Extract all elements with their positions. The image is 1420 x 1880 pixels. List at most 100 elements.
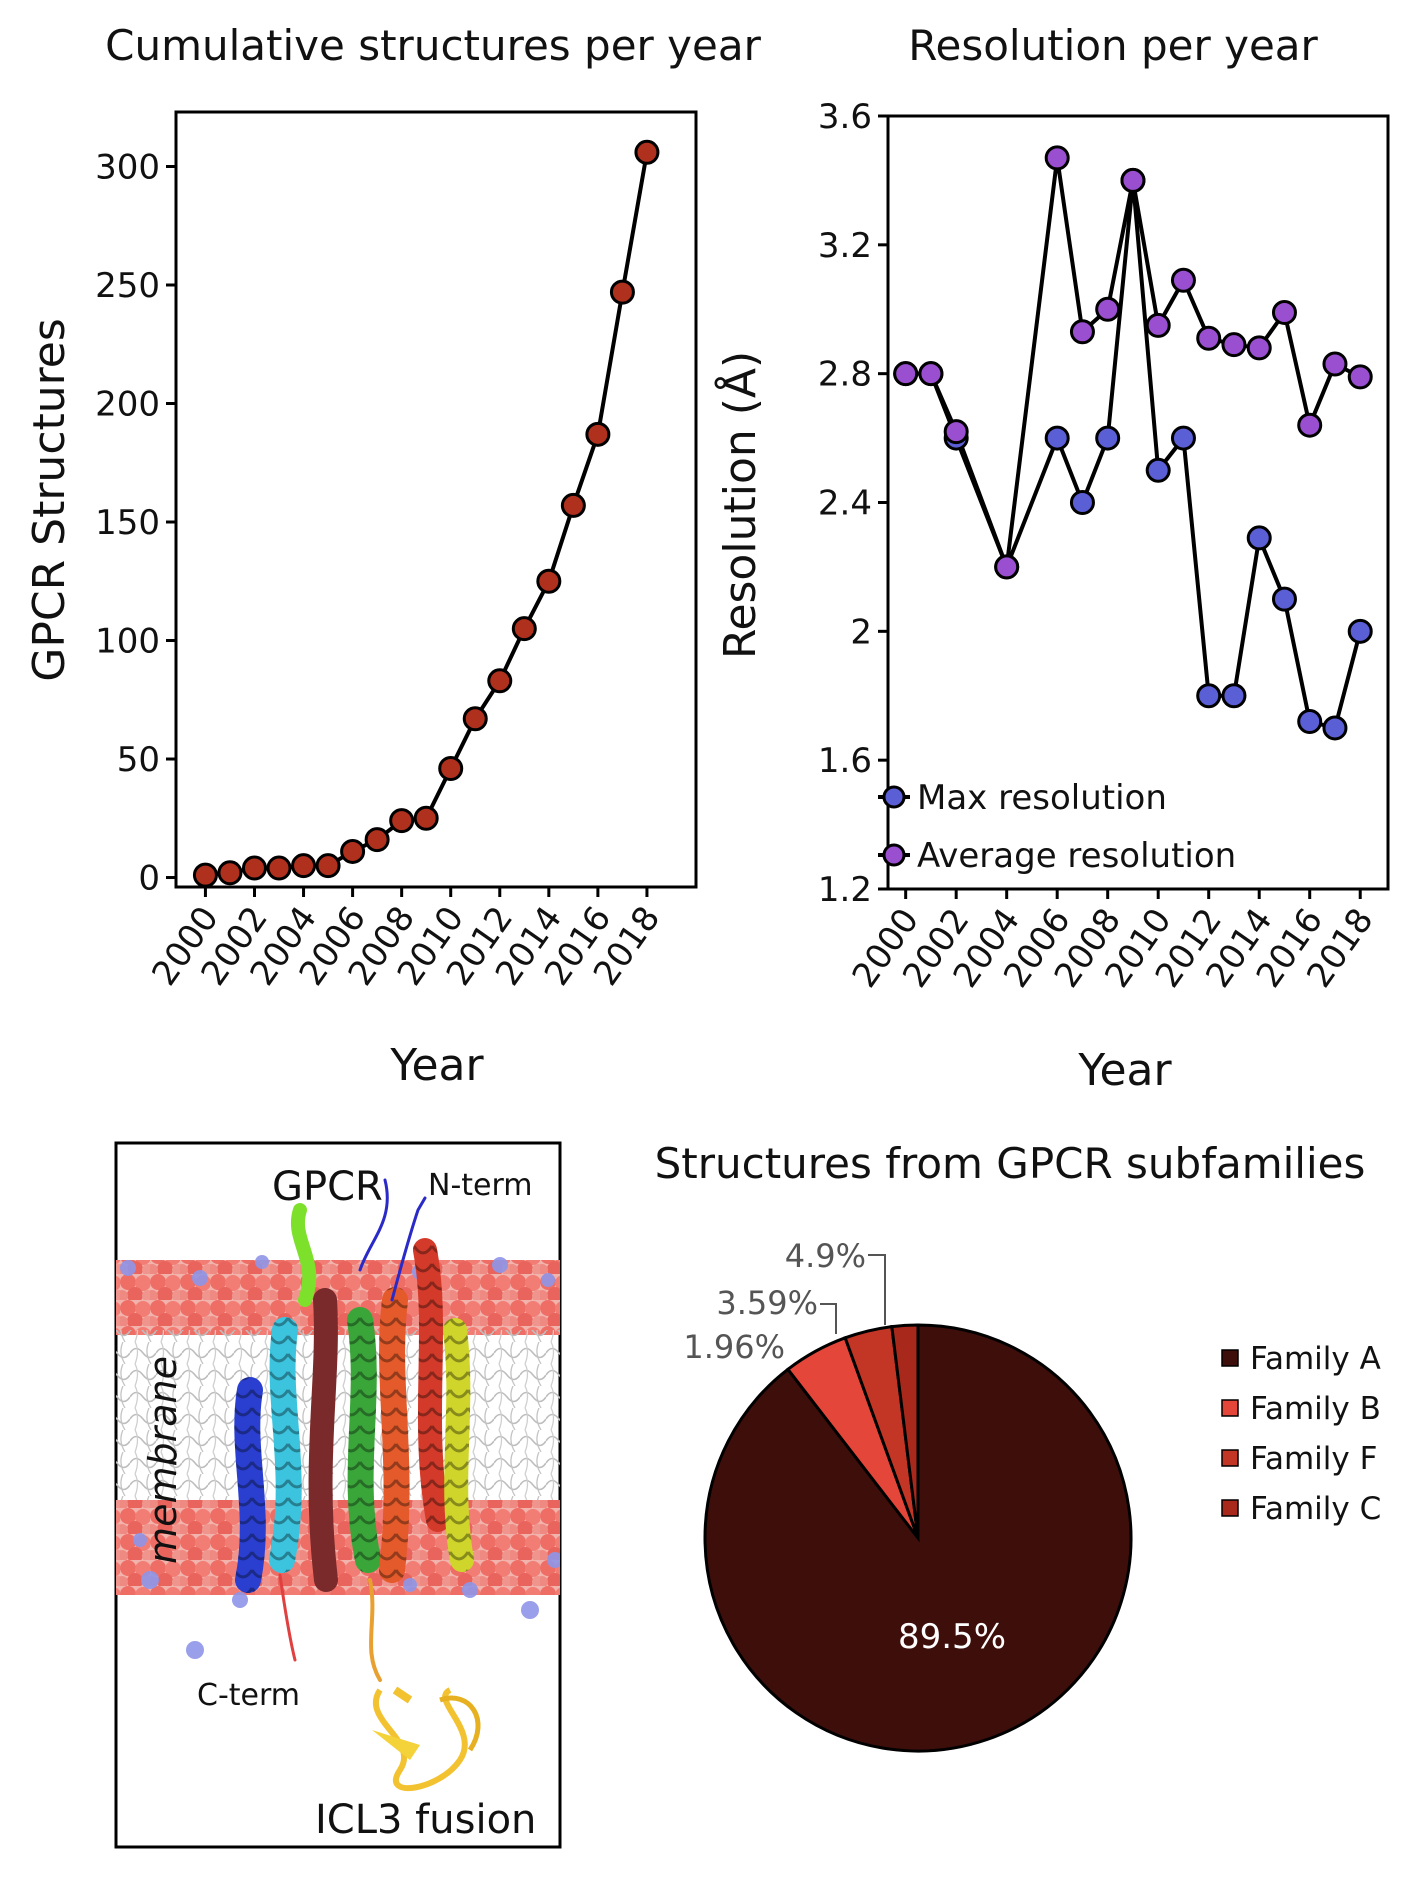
- chart2-point-max-2017: [1322, 715, 1348, 741]
- chart1-ylabel: GPCR Structures: [24, 318, 75, 682]
- chart2-point-max-2018: [1347, 618, 1373, 644]
- chart1-point-series-2013: [511, 616, 537, 642]
- chart2-point-average-2018: [1347, 364, 1373, 390]
- chart1-xlabel: Year: [389, 1040, 484, 1091]
- membrane-label: membrane: [141, 1356, 185, 1564]
- gpcr-label: GPCR: [272, 1164, 383, 1210]
- subfamily-pie-chart: Structures from GPCR subfamilies 89.5% 4…: [655, 1139, 1381, 1753]
- chart1-point-series-2001: [217, 860, 243, 886]
- pie-legend: Family A Family B Family F Family C: [1221, 1341, 1381, 1527]
- chart1-point-series-2004: [291, 853, 317, 879]
- chart2-point-max-2015: [1271, 586, 1297, 612]
- pie-callouts: 4.9% 3.59% 1.96%: [683, 1237, 886, 1366]
- legend-label-family-a: Family A: [1250, 1341, 1381, 1377]
- chart1-point-series-2000: [192, 862, 218, 888]
- chart2-series-line-max: [905, 180, 1363, 731]
- chart2-ytick-label: 2: [850, 612, 872, 652]
- chart2-point-average-2012: [1196, 325, 1222, 351]
- chart1-ytick-label: 200: [95, 385, 160, 425]
- chart2-point-max-2014: [1246, 525, 1272, 551]
- chart1-point-series-2006: [340, 838, 366, 864]
- chart1-ytick-label: 300: [95, 148, 160, 188]
- chart2-point-average-2010: [1145, 312, 1171, 338]
- n-terminus-label: N-term: [428, 1168, 533, 1203]
- membrane-headgroups-bottom: [116, 1500, 560, 1595]
- chart2-ylabel: Resolution (Å): [713, 351, 766, 659]
- chart2-point-max-2010: [1145, 457, 1171, 483]
- chart1-point-series-2016: [585, 421, 611, 447]
- icl3-fusion-protein: [372, 1686, 481, 1792]
- chart1-point-series-2007: [364, 827, 390, 853]
- chart2-point-average-2016: [1297, 412, 1323, 438]
- chart2-legend: Max resolution Average resolution: [878, 778, 1236, 876]
- chart2-point-max-2006: [1044, 425, 1070, 451]
- chart1-plot-frame: [174, 110, 698, 889]
- legend-swatch-family-b: [1221, 1399, 1239, 1417]
- chart2-ytick-label: 3.2: [818, 226, 872, 266]
- chart2-point-average-2009: [1120, 167, 1146, 193]
- chart2-point-average-2011: [1170, 267, 1196, 293]
- chart2-point-average-2004: [994, 554, 1020, 580]
- chart1-point-series-2018: [634, 139, 660, 165]
- pie-label-family-f: 3.59%: [716, 1284, 818, 1322]
- pie-label-family-c: 1.96%: [683, 1328, 785, 1366]
- chart2-point-average-2002: [943, 419, 969, 445]
- chart1-title: Cumulative structures per year: [105, 21, 761, 70]
- legend-label-max: Max resolution: [917, 778, 1167, 818]
- legend-label-average: Average resolution: [917, 836, 1236, 876]
- callout-line-4-9: [868, 1254, 886, 1257]
- chart2-point-average-2006: [1044, 145, 1070, 171]
- pie-label-family-b: 4.9%: [785, 1237, 866, 1275]
- chart2-point-max-2008: [1095, 425, 1121, 451]
- chart1-ytick-label: 0: [138, 859, 160, 899]
- chart2-point-average-2007: [1069, 319, 1095, 345]
- chart1-point-series-2009: [413, 805, 439, 831]
- chart1-point-series-2015: [560, 492, 586, 518]
- chart2-ytick-label: 1.6: [818, 741, 872, 781]
- chart2-point-average-2008: [1095, 296, 1121, 322]
- callout-line-3-59: [820, 1303, 837, 1334]
- membrane-headgroups-top: [116, 1260, 560, 1335]
- legend-swatch-family-c: [1221, 1499, 1239, 1517]
- chart1-ytick-label: 250: [95, 266, 160, 306]
- chart1-point-series-2010: [438, 755, 464, 781]
- chart2-point-average-2001: [918, 361, 944, 387]
- chart1-point-series-2017: [609, 279, 635, 305]
- legend-swatch-family-a: [1221, 1349, 1239, 1367]
- resolution-chart: Resolution per year 1.21.622.42.83.23.6 …: [713, 21, 1390, 1096]
- legend-swatch-family-f: [1221, 1449, 1239, 1467]
- chart3-title: Structures from GPCR subfamilies: [655, 1139, 1366, 1188]
- legend-marker-max: [882, 785, 906, 809]
- chart2-ytick-label: 3.6: [818, 97, 872, 137]
- chart1-point-series-2005: [315, 853, 341, 879]
- chart1-ytick-label: 150: [95, 503, 160, 543]
- chart2-point-average-2000: [893, 361, 919, 387]
- chart2-series-line-average: [905, 157, 1362, 568]
- pie-slice-family-c: [890, 1323, 920, 1539]
- chart2-point-max-2016: [1297, 709, 1323, 735]
- icl3-fusion-label: ICL3 fusion: [315, 1797, 536, 1843]
- chart2-point-max-2011: [1170, 425, 1196, 451]
- chart1-point-series-2003: [266, 855, 292, 881]
- legend-marker-average: [882, 843, 906, 867]
- chart1-point-series-2014: [536, 568, 562, 594]
- chart2-point-max-2007: [1069, 490, 1095, 515]
- chart2-point-average-2017: [1322, 351, 1348, 377]
- legend-label-family-b: Family B: [1250, 1391, 1381, 1427]
- chart2-point-average-2015: [1271, 299, 1297, 325]
- chart1-ytick-label: 100: [95, 622, 160, 662]
- chart2-ytick-label: 1.2: [818, 870, 872, 910]
- chart2-point-average-2014: [1246, 335, 1272, 361]
- cumulative-chart: Cumulative structures per year 0 50 100 150…: [24, 21, 762, 1091]
- chart2-point-max-2013: [1221, 683, 1247, 709]
- legend-label-family-c: Family C: [1250, 1491, 1381, 1527]
- chart1-point-series-2002: [241, 855, 267, 881]
- chart1-point-series-2012: [487, 668, 513, 694]
- chart2-xlabel: Year: [1077, 1045, 1172, 1096]
- gpcr-structure-illustration: GPCR N-term C-term membrane ICL3 fusion: [114, 1141, 562, 1849]
- pie-label-family-a: 89.5%: [898, 1617, 1006, 1657]
- transmembrane-helices: [234, 1178, 474, 1682]
- chart2-point-average-2013: [1221, 332, 1247, 358]
- chart2-ytick-label: 2.4: [818, 484, 872, 524]
